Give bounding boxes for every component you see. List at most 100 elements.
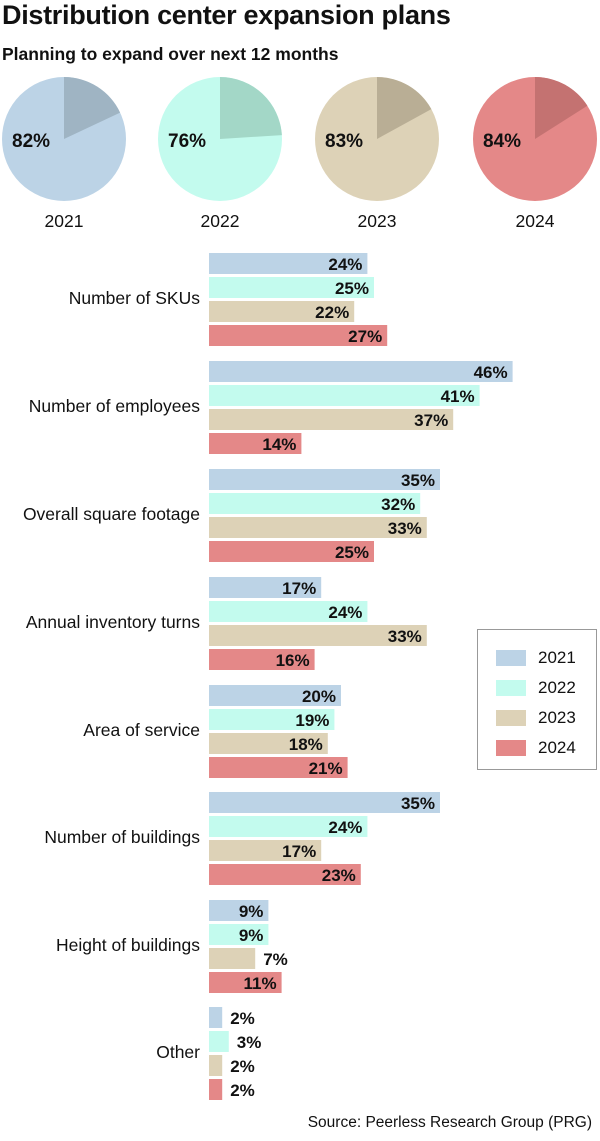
bar-value-label: 33% <box>388 627 422 646</box>
bar-2022 <box>209 924 269 945</box>
legend-swatch-2023 <box>496 710 526 726</box>
category-label: Annual inventory turns <box>26 612 200 632</box>
pie-2021-year-label: 2021 <box>45 211 84 231</box>
pie-2022-value-label: 76% <box>168 131 206 152</box>
bar-value-label: 9% <box>239 926 264 945</box>
category-label: Number of buildings <box>44 827 200 847</box>
bar-2021 <box>209 900 269 921</box>
legend-swatch-2024 <box>496 740 526 756</box>
bar-2022 <box>209 816 368 837</box>
bar-value-label: 33% <box>388 519 422 538</box>
bar-2024 <box>209 757 348 778</box>
bar-value-label: 27% <box>348 327 382 346</box>
bar-value-label: 16% <box>276 651 310 670</box>
legend-item-2022: 2022 <box>496 673 596 703</box>
bar-value-label: 18% <box>289 735 323 754</box>
bar-value-label: 7% <box>263 950 288 969</box>
legend-swatch-2021 <box>496 650 526 666</box>
bar-2022 <box>209 277 374 298</box>
bar-value-label: 9% <box>239 902 264 921</box>
bar-2024 <box>209 433 302 454</box>
bar-2023 <box>209 733 328 754</box>
bar-value-label: 37% <box>414 411 448 430</box>
bar-value-label: 24% <box>328 818 362 837</box>
bar-2022 <box>209 709 335 730</box>
bar-value-label: 32% <box>381 495 415 514</box>
pie-2022-year-label: 2022 <box>201 211 240 231</box>
category-label: Number of SKUs <box>69 288 201 308</box>
chart-title: Distribution center expansion plans <box>2 0 451 30</box>
legend-label: 2021 <box>538 648 576 667</box>
bar-value-label: 2% <box>230 1057 255 1076</box>
legend-item-2021: 2021 <box>496 643 596 673</box>
bar-2021 <box>209 469 440 490</box>
legend-label: 2024 <box>538 738 576 757</box>
bar-2021 <box>209 361 513 382</box>
legend-label: 2022 <box>538 678 576 697</box>
bar-value-label: 20% <box>302 687 336 706</box>
bar-2024 <box>209 325 388 346</box>
legend-item-2023: 2023 <box>496 703 596 733</box>
legend-label: 2023 <box>538 708 576 727</box>
bar-value-label: 19% <box>295 711 329 730</box>
bar-2023 <box>209 840 322 861</box>
bar-value-label: 17% <box>282 842 316 861</box>
legend-swatch-2022 <box>496 680 526 696</box>
bar-value-label: 3% <box>237 1033 262 1052</box>
bar-value-label: 23% <box>322 866 356 885</box>
bar-2024 <box>209 649 315 670</box>
bar-2023 <box>209 625 427 646</box>
bar-2021 <box>209 792 440 813</box>
pie-2021-value-label: 82% <box>12 131 50 152</box>
pie-2022-remainder-slice <box>220 77 282 139</box>
source-note: Source: Peerless Research Group (PRG) <box>307 1114 592 1131</box>
bar-2023 <box>209 409 454 430</box>
bar-value-label: 46% <box>474 363 508 382</box>
category-label: Area of service <box>83 720 200 740</box>
bar-2022 <box>209 1031 229 1052</box>
bar-value-label: 35% <box>401 794 435 813</box>
bar-2021 <box>209 685 341 706</box>
bar-value-label: 24% <box>328 603 362 622</box>
bar-value-label: 17% <box>282 579 316 598</box>
bar-2023 <box>209 517 427 538</box>
bar-value-label: 21% <box>309 759 343 778</box>
pie-2023-remainder-slice <box>377 77 432 139</box>
bar-2021 <box>209 1007 223 1028</box>
pie-2024-remainder-slice <box>535 77 588 139</box>
bar-2024 <box>209 972 282 993</box>
pie-2024-year-label: 2024 <box>516 211 555 231</box>
bar-value-label: 25% <box>335 279 369 298</box>
pie-2021-remainder-slice <box>64 77 121 139</box>
pie-2023-year-label: 2023 <box>358 211 397 231</box>
bar-value-label: 22% <box>315 303 349 322</box>
bar-2022 <box>209 601 368 622</box>
bar-value-label: 24% <box>328 255 362 274</box>
bar-value-label: 41% <box>441 387 475 406</box>
bar-2024 <box>209 541 374 562</box>
category-label: Overall square footage <box>23 504 200 524</box>
bar-value-label: 11% <box>244 974 277 993</box>
bar-value-label: 35% <box>401 471 435 490</box>
bar-value-label: 14% <box>262 435 296 454</box>
chart-subtitle: Planning to expand over next 12 months <box>2 44 339 64</box>
bar-value-label: 25% <box>335 543 369 562</box>
bar-value-label: 2% <box>230 1009 255 1028</box>
bar-2024 <box>209 864 361 885</box>
legend-item-2024: 2024 <box>496 733 596 763</box>
bar-2022 <box>209 493 421 514</box>
category-label: Other <box>156 1042 200 1062</box>
bar-2022 <box>209 385 480 406</box>
bar-value-label: 2% <box>230 1081 255 1100</box>
bar-2021 <box>209 253 368 274</box>
pie-2023-value-label: 83% <box>325 131 363 152</box>
bar-2023 <box>209 301 355 322</box>
bar-2021 <box>209 577 322 598</box>
category-label: Height of buildings <box>56 935 200 955</box>
bar-2023 <box>209 948 256 969</box>
bar-2023 <box>209 1055 223 1076</box>
bar-2024 <box>209 1079 223 1100</box>
category-label: Number of employees <box>29 396 200 416</box>
pie-2024-value-label: 84% <box>483 131 521 152</box>
